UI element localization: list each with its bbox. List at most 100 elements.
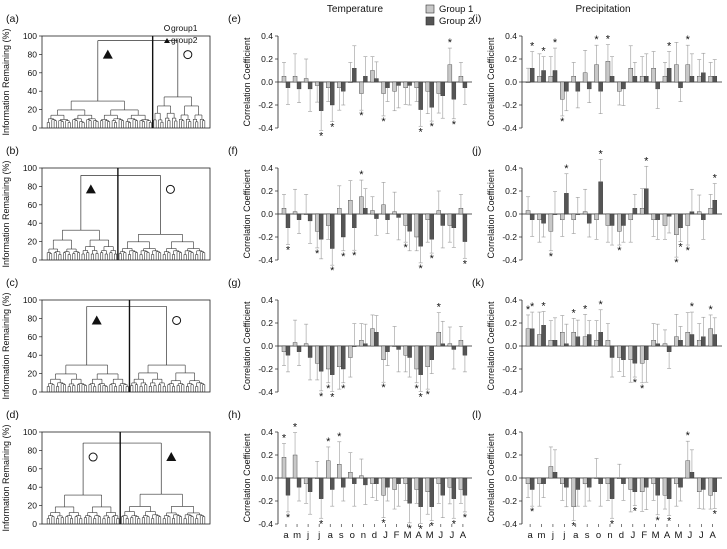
significance-star: * — [713, 173, 718, 185]
x-tick-label: F — [641, 530, 647, 541]
significance-star: * — [560, 116, 565, 128]
y-tick-label: 0.4 — [261, 163, 273, 173]
bar-group2 — [451, 81, 457, 100]
bar-group2 — [644, 76, 649, 83]
x-tick-label: M — [426, 530, 434, 541]
significance-star: * — [326, 436, 331, 448]
bar-group1 — [571, 332, 576, 347]
bar-group2 — [586, 81, 592, 90]
bar-group1 — [292, 454, 298, 479]
bar-group2 — [451, 345, 457, 350]
bar-group1 — [628, 67, 634, 83]
y-tick-label: 0.0 — [505, 341, 517, 351]
bar-group1 — [674, 64, 679, 83]
circle-marker-icon — [172, 315, 182, 325]
y-axis-label: Correlation Coefficient — [242, 169, 252, 258]
bar-group2 — [655, 81, 660, 90]
bar-group1 — [403, 477, 408, 484]
bar-group1 — [370, 70, 375, 83]
significance-star: * — [430, 521, 435, 533]
x-tick-label: J — [687, 530, 692, 541]
x-tick-label: J — [383, 530, 388, 541]
bar-group1 — [414, 477, 419, 490]
y-tick-label: 0.2 — [261, 450, 273, 460]
y-axis-label: Correlation Coefficient — [242, 37, 252, 126]
y-tick-label: -0.4 — [258, 387, 273, 397]
bar-group2 — [396, 477, 401, 484]
bar-group2 — [429, 81, 434, 108]
significance-star: * — [598, 299, 603, 311]
significance-star: * — [709, 304, 714, 316]
x-tick-label: o — [350, 530, 355, 541]
significance-star: * — [330, 265, 335, 277]
bar-group1 — [381, 204, 386, 215]
bar-group2 — [621, 81, 626, 90]
x-tick-label: n — [607, 530, 612, 541]
significance-star: * — [713, 508, 718, 520]
bar-group1 — [571, 477, 576, 507]
bar-group2 — [621, 345, 626, 361]
bar-group2 — [632, 208, 638, 215]
bar-group2 — [586, 477, 592, 488]
bar-group1 — [537, 334, 542, 347]
panel-label: (d) — [6, 409, 19, 421]
bar-group2 — [541, 325, 546, 347]
bar-group2 — [462, 213, 468, 242]
significance-star: * — [419, 523, 424, 535]
x-tick-label: a — [527, 530, 533, 541]
y-tick-label: 0.2 — [505, 186, 517, 196]
bar-group1 — [696, 477, 702, 493]
significance-star: * — [381, 382, 386, 394]
bar-group1 — [392, 81, 397, 92]
bar-group2 — [529, 477, 535, 490]
x-tick-label: m — [538, 530, 546, 541]
bar-group1 — [326, 460, 331, 479]
significance-star: * — [690, 301, 695, 313]
bar-group2 — [341, 213, 346, 238]
bar-group1 — [674, 477, 679, 484]
significance-star: * — [686, 34, 691, 46]
bar-group2 — [541, 213, 546, 224]
bar-group1 — [381, 345, 386, 361]
dendrogram-frame — [41, 299, 211, 393]
bar-group2 — [374, 78, 379, 83]
y-tick-label: -0.2 — [502, 100, 517, 110]
bar-group2 — [678, 81, 683, 88]
x-tick-label: d — [619, 530, 624, 541]
circle-marker-icon — [165, 184, 175, 194]
bar-group2 — [318, 213, 324, 240]
y-tick-label: 0.2 — [261, 318, 273, 328]
bar-group1 — [359, 196, 364, 215]
significance-star: * — [341, 251, 346, 263]
x-tick-label: A — [460, 530, 467, 541]
y-tick-label: 20 — [28, 501, 38, 511]
bar-group1 — [548, 76, 554, 83]
bar-group1 — [628, 213, 634, 220]
bar-group2 — [296, 81, 302, 90]
bar-group1 — [447, 213, 453, 226]
bar-group2 — [678, 213, 683, 229]
y-tick-label: 80 — [28, 181, 38, 191]
significance-star: * — [319, 130, 324, 142]
x-tick-label: s — [339, 530, 344, 541]
bar-group1 — [359, 475, 364, 479]
bar-group2 — [666, 345, 672, 352]
y-tick-label: 0.0 — [505, 77, 517, 87]
bar-group1 — [617, 213, 622, 232]
bar-group1 — [594, 340, 599, 347]
significance-star: * — [606, 34, 611, 46]
bar-group2 — [418, 345, 423, 375]
triangle-marker-icon — [91, 315, 102, 325]
y-tick-label: 0.4 — [505, 163, 517, 173]
bar-group1 — [359, 340, 364, 347]
x-tick-label: j — [306, 530, 309, 541]
bar-group1 — [337, 464, 342, 479]
bar-group1 — [594, 477, 599, 479]
bar-group1 — [326, 81, 331, 88]
bar-group1 — [436, 81, 442, 94]
y-axis-label: Correlation Coefficient — [486, 301, 496, 390]
y-axis-label: Correlation Coefficient — [242, 433, 252, 522]
y-tick-label: -0.4 — [258, 255, 273, 265]
bar-group2 — [385, 81, 390, 88]
dendrogram-panel-2: (b) 0 20 40 60 80 100 Information Remaining (%) — [1, 145, 211, 268]
